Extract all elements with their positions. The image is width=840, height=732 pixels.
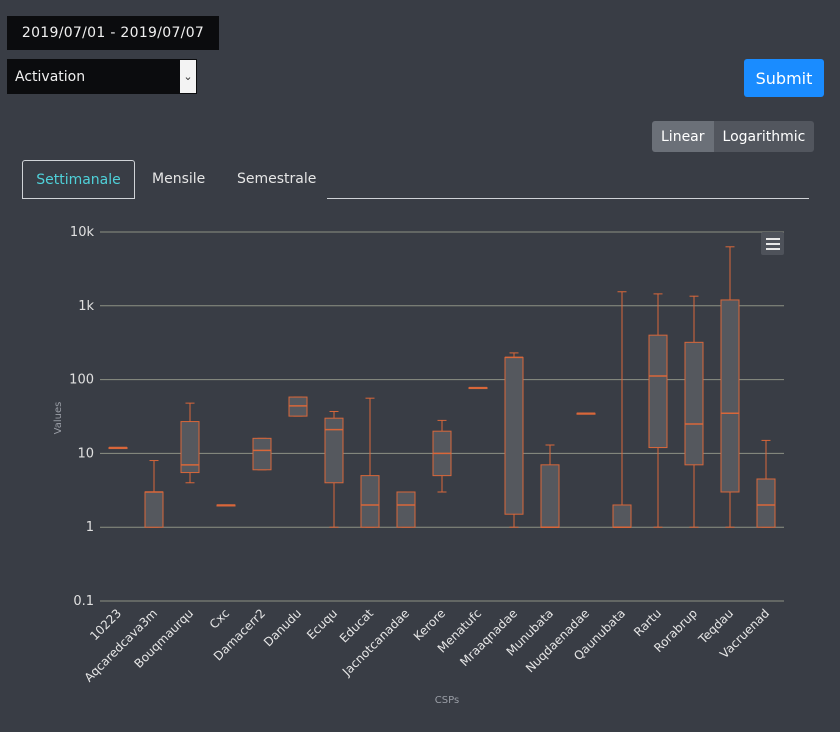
box-Rorabrup — [684, 295, 704, 528]
box-iqr — [144, 491, 164, 528]
metric-select-value: Activation — [15, 68, 86, 85]
y-tick-labels: 0.1 1 10 100 1k 10k — [69, 225, 94, 609]
logarithmic-scale-button[interactable]: Logarithmic — [713, 121, 815, 152]
box-iqr — [756, 478, 776, 528]
y-tick-label: 1k — [78, 299, 94, 314]
box-iqr — [252, 437, 272, 471]
chart-menu-icon[interactable] — [761, 232, 784, 255]
x-tick-label: Ecuqu — [304, 606, 340, 642]
box-Damacerr2 — [252, 437, 272, 471]
period-tabs: Settimanale Mensile Semestrale — [22, 160, 809, 200]
y-tick-label: 100 — [69, 373, 94, 388]
box-Jacnotcanadae — [396, 491, 416, 528]
box-iqr — [540, 464, 560, 528]
x-tick-label: Rartu — [631, 606, 664, 639]
x-tick-label: Nuqdaenadae — [523, 606, 592, 675]
box-Kerore — [432, 419, 452, 493]
metric-select[interactable]: Activation ⌄ — [7, 59, 197, 94]
y-tick-label: 10k — [70, 225, 95, 240]
box-10223 — [108, 446, 128, 450]
box-Nuqdaenadae — [576, 412, 596, 415]
x-axis-label: CSPs — [435, 695, 459, 706]
box-Danudu — [288, 396, 308, 417]
y-tick-label: 0.1 — [73, 594, 94, 609]
box-Menatufc — [468, 386, 488, 390]
box-iqr — [396, 491, 416, 528]
box-Ecuqu — [324, 410, 344, 528]
y-axis-label: Values — [53, 402, 64, 435]
box-series — [108, 246, 776, 528]
tab-settimanale[interactable]: Settimanale — [22, 160, 135, 199]
y-tick-label: 10 — [77, 446, 94, 461]
box-iqr — [684, 341, 704, 466]
tab-divider — [327, 198, 809, 199]
box-iqr — [612, 504, 632, 528]
x-tick-label: Jacnotcanadae — [339, 606, 412, 679]
tab-semestrale[interactable]: Semestrale — [237, 171, 317, 187]
box-Vacruenad — [756, 439, 776, 528]
date-range-picker[interactable]: 2019/07/01 - 2019/07/07 — [7, 16, 219, 50]
box-iqr — [360, 475, 380, 528]
grid-lines — [100, 231, 784, 602]
box-iqr — [324, 417, 344, 484]
x-tick-label: Cxc — [207, 606, 232, 631]
box-iqr — [720, 299, 740, 493]
box-Bouqmaurqu — [180, 402, 200, 484]
box-iqr — [180, 421, 200, 474]
box-Educat — [360, 397, 380, 528]
box-iqr — [648, 334, 668, 449]
y-tick-label: 1 — [86, 520, 94, 535]
chart-svg: 0.1 1 10 100 1k 10k 10223Aqcaredcava3mBouqmau… — [53, 225, 784, 706]
box-Aqcaredcava3m — [144, 460, 164, 528]
box-Munubata — [540, 444, 560, 528]
linear-scale-button[interactable]: Linear — [652, 121, 714, 152]
box-Rartu — [648, 293, 668, 528]
box-Qaunubata — [612, 291, 632, 528]
submit-button[interactable]: Submit — [744, 59, 824, 97]
box-Cxc — [216, 504, 236, 507]
boxplot-chart: 0.1 1 10 100 1k 10k 10223 Aqcaredcava3m Bouqmau… — [0, 205, 840, 728]
tab-mensile[interactable]: Mensile — [152, 171, 206, 187]
chevron-down-icon[interactable]: ⌄ — [180, 60, 196, 93]
box-Teqdau — [720, 246, 740, 528]
x-tick-label: Danudu — [261, 606, 304, 649]
scale-toggle: Linear Logarithmic — [652, 121, 815, 152]
box-Mraaqnadae — [504, 352, 524, 528]
box-iqr — [504, 356, 524, 515]
